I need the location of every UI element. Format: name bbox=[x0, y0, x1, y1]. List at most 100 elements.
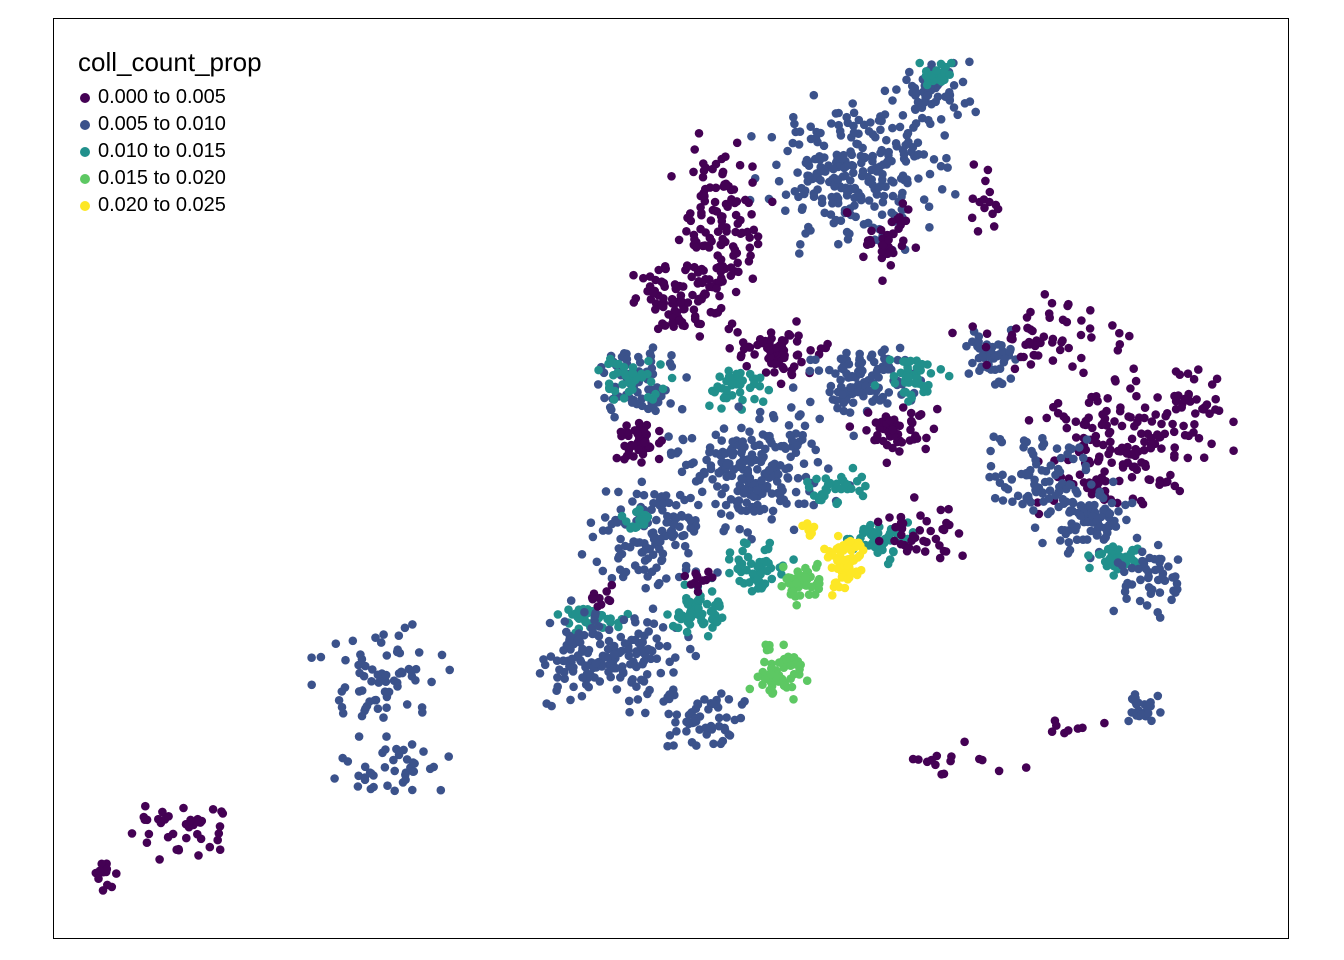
collision-point bbox=[839, 362, 848, 371]
collision-point bbox=[738, 474, 747, 484]
collision-point bbox=[749, 225, 759, 235]
collision-point bbox=[1211, 394, 1220, 404]
collision-point bbox=[732, 138, 742, 148]
collision-point bbox=[584, 645, 594, 655]
collision-point bbox=[666, 527, 675, 537]
collision-point bbox=[400, 623, 410, 633]
collision-point bbox=[711, 206, 721, 216]
collision-point bbox=[806, 122, 815, 131]
collision-point bbox=[1039, 332, 1049, 342]
collision-point bbox=[620, 639, 630, 648]
collision-point bbox=[381, 745, 390, 754]
collision-point bbox=[871, 163, 881, 173]
collision-point bbox=[616, 427, 626, 437]
collision-point bbox=[578, 644, 587, 654]
collision-point bbox=[753, 239, 763, 249]
collision-point bbox=[1065, 545, 1075, 555]
collision-point bbox=[682, 373, 691, 382]
collision-point bbox=[714, 713, 724, 723]
collision-point bbox=[1144, 475, 1153, 484]
collision-point bbox=[1018, 499, 1027, 509]
collision-point bbox=[600, 513, 610, 522]
collision-point bbox=[973, 227, 983, 236]
collision-point bbox=[787, 403, 796, 412]
collision-point bbox=[632, 489, 642, 499]
collision-point bbox=[735, 388, 745, 397]
collision-point bbox=[908, 754, 918, 764]
collision-point bbox=[721, 483, 730, 493]
collision-point bbox=[856, 195, 866, 205]
collision-point bbox=[1144, 572, 1153, 581]
collision-point bbox=[1041, 466, 1051, 476]
collision-point bbox=[870, 435, 879, 445]
collision-point bbox=[360, 775, 370, 785]
collision-point bbox=[1171, 588, 1180, 597]
collision-point bbox=[806, 397, 815, 407]
collision-point bbox=[639, 273, 648, 283]
collision-point bbox=[1100, 718, 1109, 728]
collision-point bbox=[1189, 374, 1199, 384]
collision-point bbox=[682, 227, 691, 236]
collision-point bbox=[716, 739, 726, 749]
collision-point bbox=[841, 171, 850, 181]
collision-point bbox=[1068, 362, 1077, 371]
collision-point bbox=[813, 559, 822, 569]
collision-point bbox=[609, 395, 619, 404]
collision-point bbox=[848, 99, 857, 108]
collision-point bbox=[566, 695, 575, 705]
collision-point bbox=[678, 282, 688, 291]
collision-point bbox=[983, 165, 993, 175]
collision-point bbox=[722, 713, 731, 722]
collision-point bbox=[897, 530, 906, 540]
collision-point bbox=[606, 618, 615, 627]
collision-point bbox=[1048, 356, 1058, 365]
collision-point bbox=[864, 177, 873, 186]
collision-point bbox=[923, 360, 932, 369]
collision-point bbox=[629, 270, 638, 280]
collision-point bbox=[767, 438, 776, 448]
collision-point bbox=[737, 559, 747, 569]
collision-point bbox=[338, 709, 348, 718]
collision-point bbox=[680, 541, 690, 551]
collision-point bbox=[881, 182, 890, 191]
legend-label: 0.010 to 0.015 bbox=[98, 140, 226, 162]
collision-point bbox=[607, 573, 617, 583]
collision-point bbox=[701, 274, 710, 284]
collision-point bbox=[1047, 298, 1057, 308]
collision-point bbox=[801, 573, 810, 582]
collision-point bbox=[390, 766, 400, 776]
legend-item: 0.020 to 0.025 bbox=[78, 192, 262, 219]
collision-point bbox=[960, 99, 970, 108]
collision-point bbox=[696, 319, 705, 329]
collision-point bbox=[779, 681, 789, 690]
legend-label: 0.015 to 0.020 bbox=[98, 167, 226, 189]
collision-point bbox=[1062, 317, 1072, 327]
collision-point bbox=[997, 437, 1007, 447]
collision-point bbox=[657, 436, 666, 445]
collision-point bbox=[676, 298, 685, 308]
collision-point bbox=[809, 500, 818, 510]
collision-point bbox=[768, 688, 778, 697]
collision-point bbox=[734, 267, 743, 277]
collision-point bbox=[659, 294, 668, 303]
collision-point bbox=[606, 672, 615, 682]
collision-point bbox=[714, 599, 724, 609]
collision-point bbox=[804, 590, 814, 599]
collision-point bbox=[1130, 462, 1139, 472]
collision-point bbox=[691, 651, 701, 661]
collision-point bbox=[799, 459, 809, 469]
collision-point bbox=[427, 677, 436, 687]
collision-point bbox=[368, 665, 377, 674]
collision-point bbox=[373, 704, 383, 713]
collision-point bbox=[408, 620, 417, 629]
collision-point bbox=[614, 487, 623, 497]
collision-point bbox=[667, 172, 676, 181]
collision-point bbox=[656, 668, 666, 678]
collision-point bbox=[357, 711, 367, 721]
collision-point bbox=[662, 574, 671, 583]
collision-point bbox=[718, 167, 728, 177]
collision-point bbox=[1189, 428, 1198, 437]
collision-point bbox=[652, 634, 661, 643]
collision-point bbox=[924, 115, 933, 125]
collision-point bbox=[694, 277, 704, 286]
